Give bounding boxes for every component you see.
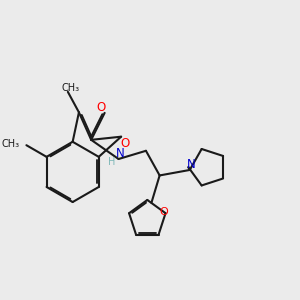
Text: N: N	[187, 158, 196, 171]
Text: O: O	[160, 207, 169, 217]
Text: N: N	[116, 147, 124, 160]
Text: O: O	[121, 137, 130, 150]
Text: CH₃: CH₃	[2, 139, 20, 149]
Text: CH₃: CH₃	[61, 83, 80, 93]
Text: H: H	[108, 157, 116, 167]
Text: O: O	[96, 101, 105, 114]
